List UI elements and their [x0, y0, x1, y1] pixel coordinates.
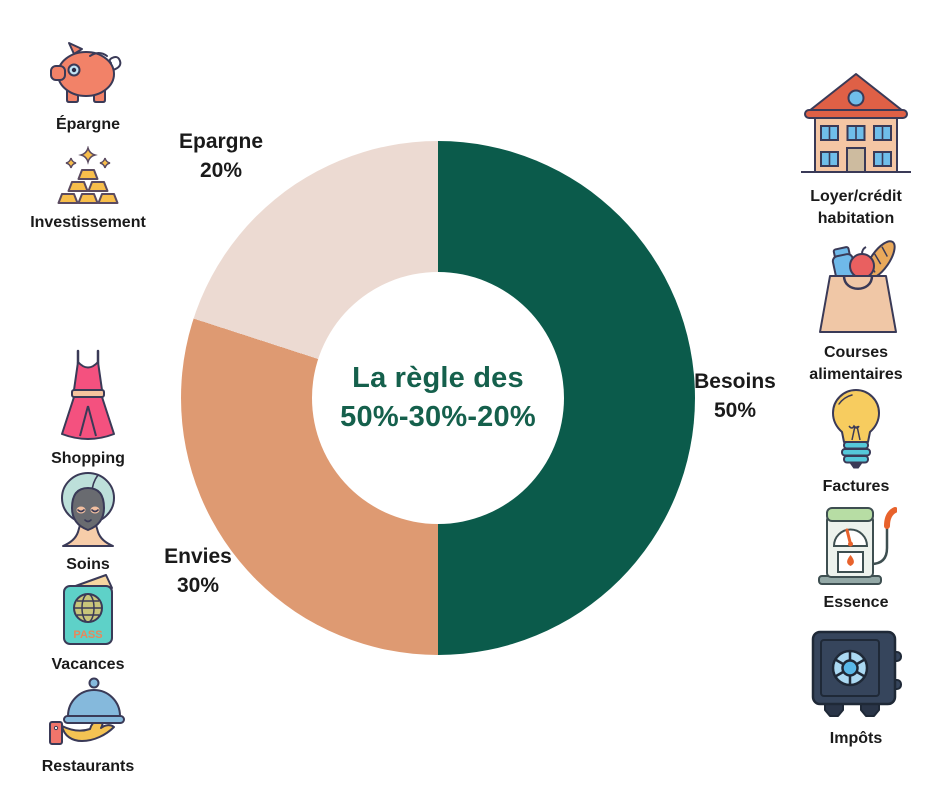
- face-mask-icon: [53, 470, 123, 548]
- icon-label: Loyer/crédit habitation: [810, 188, 902, 227]
- legend-item-investissement: Investissement: [13, 145, 163, 234]
- gold-bars-icon: [56, 145, 120, 206]
- legend-item-restaurants: Restaurants: [13, 676, 163, 778]
- legend-item-loyer: Loyer/crédit habitation: [781, 66, 931, 229]
- icon-label: Essence: [823, 594, 889, 611]
- icon-label: Courses alimentaires: [809, 344, 903, 383]
- icon-label: Impôts: [829, 730, 883, 747]
- piggy-bank-icon: [50, 38, 126, 108]
- segment-label-epargne-value: 20%: [199, 158, 243, 182]
- legend-item-shopping: Shopping: [13, 348, 163, 470]
- legend-item-impots: Impôts: [781, 628, 931, 750]
- legend-item-epargne: Épargne: [13, 38, 163, 136]
- segment-label-epargne: Epargne 20%: [146, 128, 296, 186]
- legend-item-soins: Soins: [13, 470, 163, 576]
- chart-title-line1: La règle des: [352, 361, 524, 394]
- fuel-pump-icon: [815, 500, 898, 586]
- donut-center: La règle des 50%-30%-20%: [312, 272, 564, 524]
- icon-label: Soins: [66, 556, 110, 573]
- segment-label-envies: Envies 30%: [123, 543, 273, 601]
- icon-label: Vacances: [51, 656, 125, 673]
- segment-label-envies-name: Envies: [164, 545, 232, 568]
- passport-pass-text: PASS: [73, 629, 102, 641]
- chart-title-line2: 50%-30%-20%: [340, 401, 536, 433]
- dress-icon: [56, 348, 120, 442]
- cloche-icon: [48, 676, 128, 750]
- legend-item-essence: Essence: [781, 500, 931, 614]
- light-bulb-icon: [821, 386, 891, 470]
- safe-icon: [809, 628, 903, 722]
- legend-item-factures: Factures: [781, 386, 931, 498]
- house-icon: [799, 66, 913, 180]
- segment-label-besoins-name: Besoins: [694, 370, 776, 393]
- icon-label: Restaurants: [41, 758, 135, 775]
- passport-icon: PASS: [56, 570, 120, 648]
- legend-item-vacances: PASS Vacances: [13, 570, 163, 676]
- legend-item-courses: Courses alimentaires: [781, 236, 931, 385]
- segment-label-besoins-value: 50%: [713, 398, 757, 422]
- icon-label: Shopping: [51, 450, 125, 467]
- segment-label-epargne-name: Epargne: [178, 130, 264, 153]
- icon-label: Investissement: [30, 214, 146, 231]
- grocery-bag-icon: [806, 236, 906, 336]
- segment-label-envies-value: 30%: [176, 573, 220, 597]
- chart-title: La règle des 50%-30%-20%: [340, 359, 536, 437]
- icon-label: Épargne: [55, 116, 120, 133]
- segment-label-besoins: Besoins 50%: [660, 368, 810, 426]
- icon-label: Factures: [822, 478, 890, 495]
